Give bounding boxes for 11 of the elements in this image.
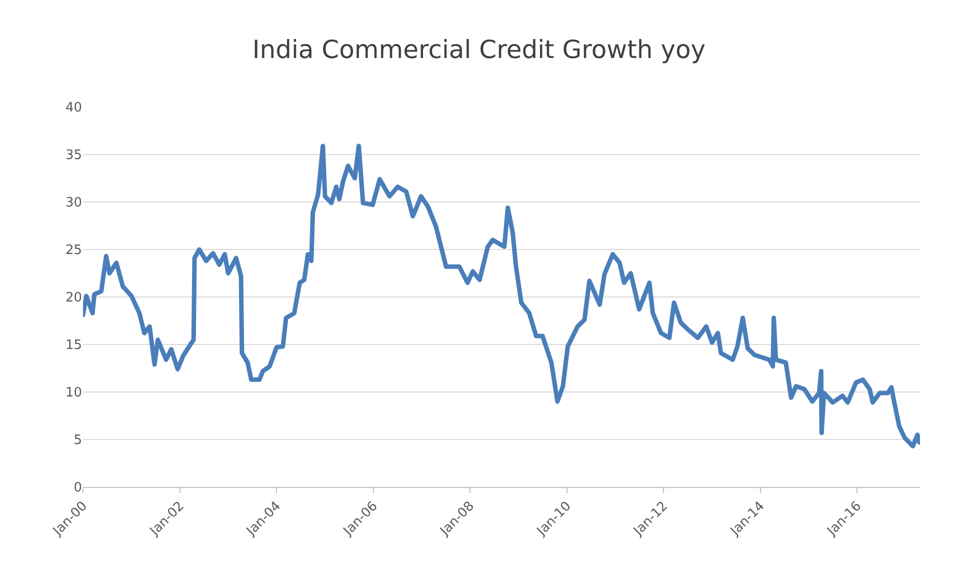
y-tick-label: 25 <box>65 243 82 258</box>
y-tick-label: 5 <box>74 433 82 448</box>
y-tick-label: 15 <box>65 338 82 354</box>
line-series <box>83 144 920 448</box>
chart-title: India Commercial Credit Growth yoy <box>252 34 706 64</box>
y-tick-label: 30 <box>65 196 82 211</box>
y-tick-label: 40 <box>65 100 82 116</box>
y-tick-label: 20 <box>65 290 82 306</box>
y-tick-label: 10 <box>65 386 82 401</box>
y-tick-label: 35 <box>65 148 82 164</box>
y-tick-label: 0 <box>74 480 82 496</box>
